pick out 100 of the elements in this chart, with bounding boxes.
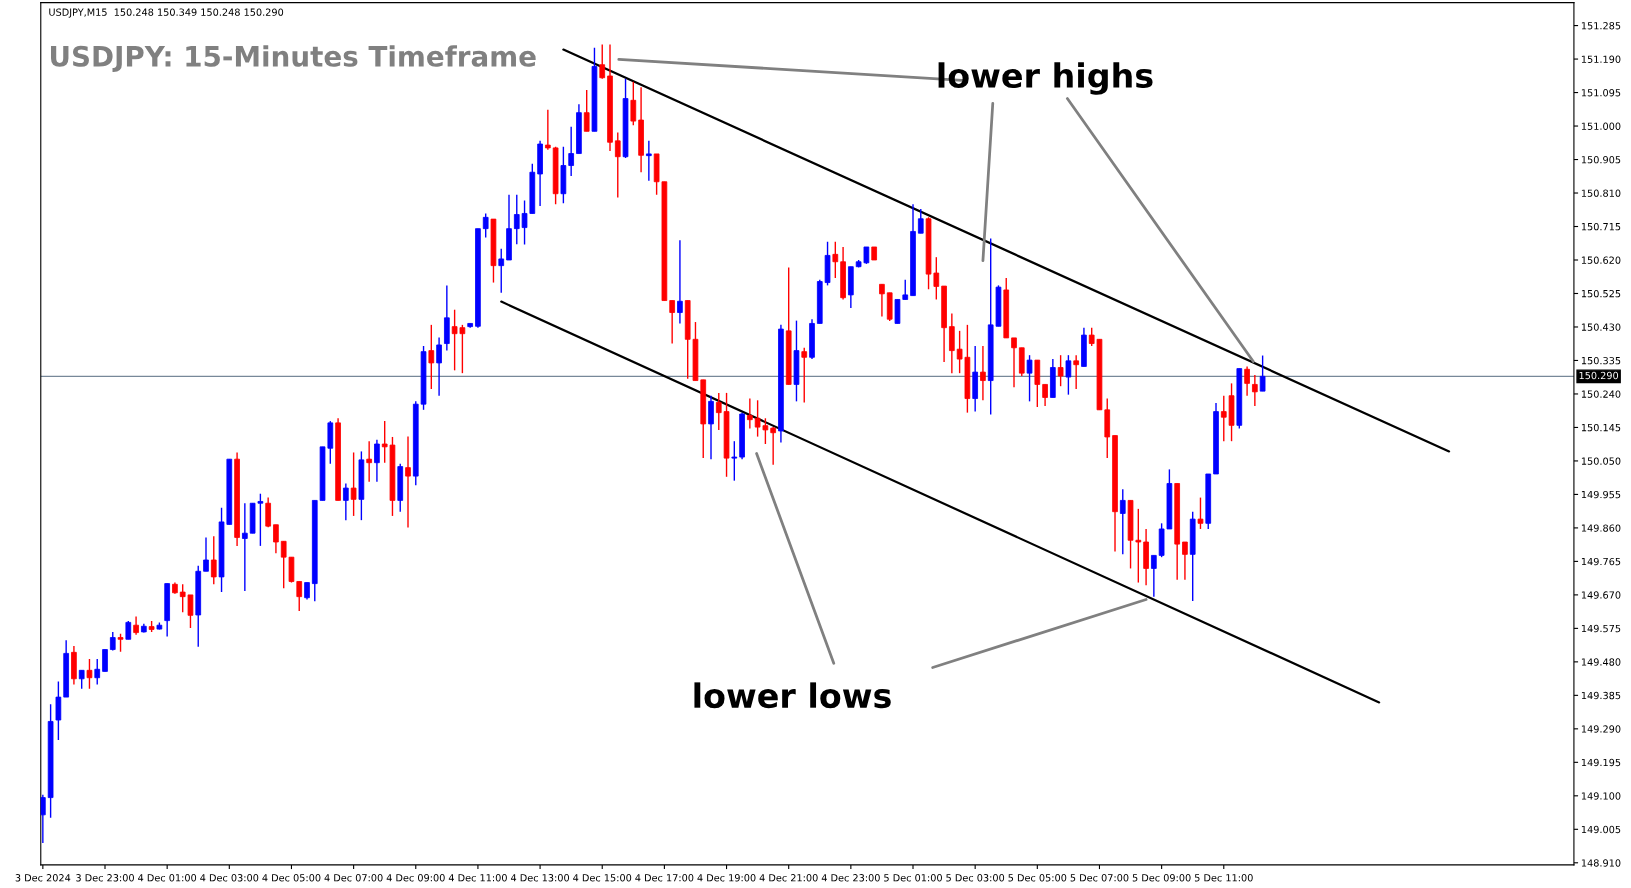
x-tick-label: 5 Dec 09:00 (1132, 874, 1191, 882)
annotation: USDJPY,M15 150.248 150.349 150.248 150.290 (49, 8, 284, 18)
y-tick-label: 149.005 (1581, 825, 1621, 834)
y-tick-label: 150.335 (1581, 356, 1621, 365)
candlestick (583, 89, 590, 133)
candlestick (1244, 365, 1250, 397)
y-tick-label: 150.050 (1581, 457, 1621, 465)
x-tick-label: 4 Dec 19:00 (697, 874, 756, 882)
y-tick-label: 151.190 (1581, 55, 1621, 63)
y-tick-label: 149.385 (1581, 691, 1621, 700)
candlestick (614, 131, 621, 199)
y-tick-label: 149.670 (1581, 591, 1621, 599)
candlestick (210, 535, 217, 586)
candlestick (568, 126, 574, 177)
candlestick (428, 324, 435, 390)
y-tick-label: 149.860 (1581, 524, 1621, 532)
x-tick-label: 3 Dec 2024 (15, 874, 71, 882)
candlestick (86, 658, 93, 690)
x-tick-label: 4 Dec 21:00 (759, 874, 818, 882)
candlestick (109, 631, 116, 652)
candlestick (879, 283, 885, 318)
y-tick-label: 150.620 (1581, 256, 1621, 264)
candlestick (545, 109, 551, 151)
candlestick (436, 336, 442, 397)
x-tick-label: 5 Dec 03:00 (946, 874, 1005, 882)
candlestick (1073, 354, 1079, 390)
y-tick-label: 150.525 (1581, 289, 1621, 298)
candlestick (498, 248, 505, 294)
x-tick-label: 4 Dec 23:00 (821, 874, 880, 882)
candlestick (1259, 354, 1266, 392)
candlestick (731, 440, 738, 482)
x-tick-label: 4 Dec 11:00 (448, 874, 507, 882)
y-tick-label: 150.430 (1581, 323, 1621, 331)
candlestick (242, 502, 248, 592)
y-tick-label: 149.195 (1581, 758, 1621, 767)
candlestick (832, 240, 839, 279)
candlestick (708, 395, 714, 460)
candlestick (646, 140, 652, 182)
x-tick-label: 4 Dec 03:00 (200, 874, 259, 882)
x-tick-label: 4 Dec 13:00 (510, 874, 570, 882)
x-tick-label: 4 Dec 05:00 (262, 874, 321, 882)
candlestick (1026, 354, 1033, 403)
y-tick-label: 149.100 (1581, 792, 1621, 800)
y-tick-label: 150.715 (1581, 222, 1621, 231)
y-tick-label: 150.905 (1581, 156, 1621, 164)
y-tick-label: 151.095 (1581, 89, 1621, 97)
ref-line-label: 150.290 (1579, 371, 1619, 380)
candlestick (1065, 354, 1072, 396)
x-tick-label: 3 Dec 23:00 (76, 874, 134, 882)
candlestick (917, 208, 924, 234)
candlestick (1197, 496, 1204, 530)
y-tick-label: 149.480 (1581, 658, 1621, 666)
candlestick (366, 440, 372, 483)
y-tick-label: 149.290 (1581, 725, 1621, 733)
y-tick-label: 148.910 (1581, 859, 1621, 867)
y-tick-label: 151.285 (1581, 22, 1621, 30)
candlestick (405, 435, 411, 529)
candlestick (1182, 541, 1188, 581)
candlestick (203, 536, 209, 572)
annotation: lower lows (694, 682, 891, 709)
candlestick (55, 680, 62, 741)
candlestick (1119, 488, 1126, 556)
x-tick-label: 5 Dec 07:00 (1070, 874, 1129, 882)
candlestick (273, 524, 279, 554)
candlestick (677, 239, 683, 325)
y-tick-label: 150.240 (1581, 390, 1621, 398)
x-tick-label: 5 Dec 01:00 (884, 874, 942, 882)
candlestick (1042, 383, 1048, 407)
x-tick-label: 4 Dec 01:00 (138, 874, 197, 882)
candlestick (40, 794, 46, 844)
annotation: lower highs (938, 62, 1153, 95)
x-tick-label: 5 Dec 05:00 (1008, 874, 1067, 882)
text: USDJPY: 15-Minutes Timeframe (50, 45, 536, 72)
candlestick (599, 43, 606, 80)
candlestick (343, 482, 349, 521)
candlestick (980, 345, 986, 401)
candlestick (350, 451, 357, 517)
candlestick (770, 426, 776, 466)
x-tick-label: 5 Dec 11:00 (1194, 874, 1253, 882)
candlestick (265, 496, 271, 528)
candlestick (747, 397, 753, 430)
candlestick (482, 212, 489, 239)
x-tick-label: 4 Dec 09:00 (386, 874, 445, 882)
candlestick (630, 80, 637, 127)
candlestick (669, 299, 675, 345)
x-tick-label: 4 Dec 17:00 (635, 874, 694, 882)
candlestick (1252, 374, 1258, 407)
candlestick (133, 615, 139, 636)
x-tick-label: 4 Dec 07:00 (324, 874, 383, 882)
candlestick (949, 312, 955, 374)
y-tick-label: 149.765 (1581, 557, 1621, 566)
y-tick-label: 150.145 (1581, 423, 1621, 432)
candlestick (102, 648, 108, 673)
candlestick (374, 439, 380, 483)
y-tick-label: 150.810 (1581, 189, 1621, 197)
x-tick-label: 4 Dec 15:00 (573, 874, 632, 882)
y-tick-label: 149.575 (1581, 624, 1621, 633)
candlestick (1151, 554, 1157, 598)
candlestick (94, 658, 101, 686)
candlestick (125, 620, 132, 640)
